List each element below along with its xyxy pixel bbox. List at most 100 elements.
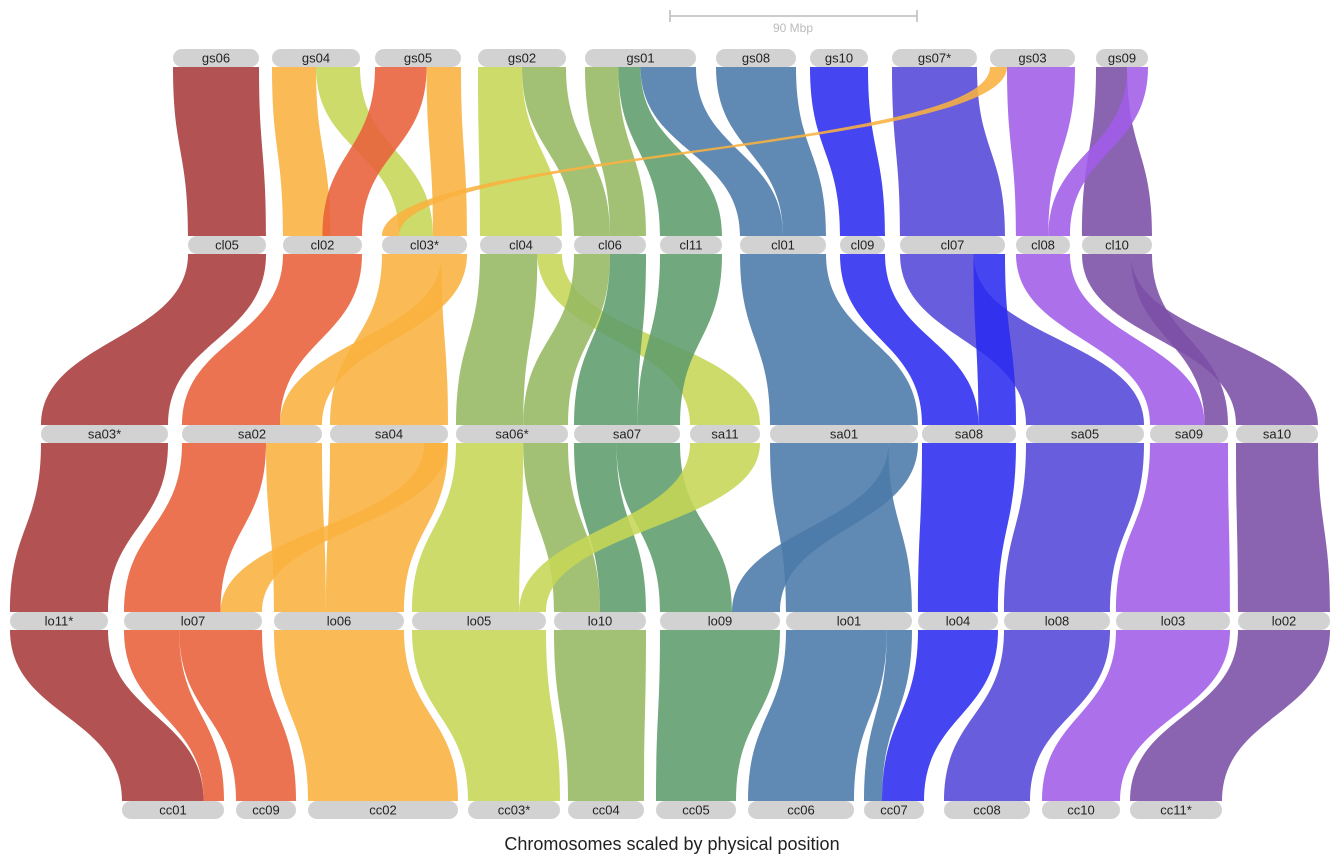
chromosome-label: cc04 [592, 802, 619, 817]
synteny-ribbon [810, 67, 885, 236]
ribbons [10, 67, 1330, 801]
chromosome-label: cl01 [771, 237, 795, 252]
synteny-ribbon [656, 630, 780, 801]
chromosome-label: cc10 [1067, 802, 1094, 817]
chromosome-label: cl11 [680, 237, 703, 252]
synteny-ribbon [892, 67, 1005, 236]
synteny-ribbon [973, 254, 1016, 425]
chromosome [1150, 425, 1228, 443]
synteny-ribbon [426, 67, 467, 236]
chromosome [1238, 612, 1330, 630]
synteny-ribbon [1042, 630, 1230, 801]
synteny-ribbon [412, 630, 560, 801]
chromosome [1042, 801, 1120, 819]
chromosome-label: sa08 [955, 426, 983, 441]
chromosome [660, 236, 722, 254]
chromosome-label: cl04 [509, 237, 533, 252]
synteny-ribbon [182, 254, 362, 425]
chromosome-label: lo04 [946, 613, 971, 628]
chromosome [10, 612, 108, 630]
chromosome-label: gs07* [918, 50, 951, 65]
chromosome [574, 425, 680, 443]
chromosome [656, 801, 736, 819]
synteny-ribbon [274, 630, 458, 801]
chromosome [173, 49, 259, 67]
chromosome-label: cc11* [1160, 802, 1192, 817]
chromosome-label: cl02 [311, 237, 335, 252]
chromosome-label: gs09 [1108, 50, 1136, 65]
chromosome [1004, 612, 1110, 630]
synteny-ribbon [1116, 443, 1230, 612]
chromosome [456, 425, 568, 443]
scale-bar: 90 Mbp [669, 10, 918, 35]
chromosome [918, 612, 998, 630]
chromosome-label: cc06 [787, 802, 814, 817]
synteny-ribbon [1130, 630, 1330, 801]
chromosome [1016, 236, 1070, 254]
chromosome-label: gs02 [508, 50, 536, 65]
synteny-ribbon [10, 443, 168, 612]
synteny-ribbon [1048, 67, 1148, 236]
chromosome [786, 612, 912, 630]
chromosome [274, 612, 404, 630]
chromosome-label: lo11* [45, 613, 74, 628]
synteny-ribbon [1131, 254, 1228, 425]
chromosome-label: cc03* [498, 802, 531, 817]
synteny-ribbon [640, 67, 783, 236]
chromosome-label: cc01 [159, 802, 186, 817]
synteny-ribbon [10, 630, 204, 801]
chromosome-label: cc07 [880, 802, 907, 817]
synteny-ribbon [900, 254, 1144, 425]
synteny-ribbon [537, 254, 760, 425]
chromosome-label: sa07 [613, 426, 641, 441]
chromosome-label: cc08 [973, 802, 1000, 817]
synteny-ribbon [173, 67, 266, 236]
chromosome-label: lo05 [467, 613, 492, 628]
synteny-ribbon [864, 630, 912, 801]
synteny-ribbon [272, 67, 331, 236]
synteny-ribbon [748, 630, 887, 801]
chromosome [748, 801, 854, 819]
synteny-ribbon [519, 443, 760, 612]
chromosome [382, 236, 467, 254]
chromosome [660, 612, 780, 630]
synteny-ribbon [1004, 443, 1144, 612]
chromosome [124, 612, 262, 630]
synteny-ribbon [716, 67, 826, 236]
synteny-ribbon [732, 443, 918, 612]
chromosome [468, 801, 560, 819]
chromosome [554, 612, 646, 630]
synteny-ribbon [1007, 67, 1075, 236]
chromosome-label: sa03* [88, 426, 121, 441]
chromosome [308, 801, 458, 819]
synteny-ribbon [412, 443, 524, 612]
synteny-ribbon [266, 443, 326, 612]
chromosome-label: cc09 [252, 802, 279, 817]
chromosome [330, 425, 448, 443]
chromosome-label: cl10 [1105, 237, 1129, 252]
synteny-ribbon [585, 67, 646, 236]
chromosome-label: sa02 [238, 426, 266, 441]
chromosome-label: sa01 [830, 426, 858, 441]
chromosome [478, 49, 566, 67]
chromosome-label: lo03 [1161, 613, 1186, 628]
synteny-ribbon [456, 254, 538, 425]
chromosome [1116, 612, 1230, 630]
synteny-ribbon [124, 630, 224, 801]
chromosome [182, 425, 322, 443]
synteny-ribbon [1016, 254, 1205, 425]
chromosome-label: gs10 [825, 50, 853, 65]
synteny-ribbon [1082, 67, 1152, 236]
chromosome [236, 801, 296, 819]
synteny-ribbon [280, 254, 467, 425]
chromosome [864, 801, 924, 819]
chromosome-label: lo07 [181, 613, 206, 628]
synteny-ribbon [554, 630, 646, 801]
chromosome-label: cl09 [851, 237, 875, 252]
synteny-ribbon [522, 67, 610, 236]
synteny-ribbon [41, 254, 266, 425]
chromosome [585, 49, 696, 67]
chromosome [690, 425, 760, 443]
chromosome-label: cl08 [1031, 237, 1055, 252]
